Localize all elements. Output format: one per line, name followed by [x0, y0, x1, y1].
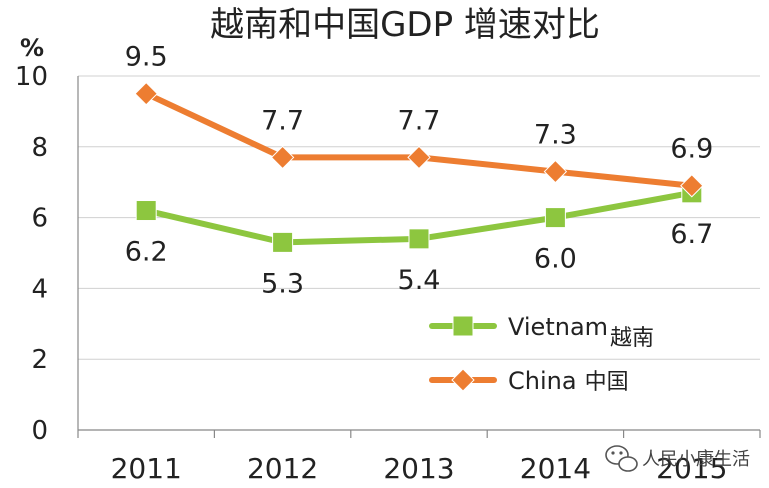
data-point-vietnam: [135, 200, 157, 222]
data-point-china: [680, 174, 704, 198]
y-tick-label: 0: [31, 416, 48, 446]
y-axis-unit: %: [20, 34, 44, 62]
data-label-vietnam: 5.3: [261, 268, 304, 299]
legend: Vietnam越南 China 中国: [429, 313, 654, 395]
chart-title: 越南和中国GDP 增速对比: [210, 5, 600, 45]
x-tick-label: 2013: [383, 452, 454, 485]
x-tick-label: 2012: [247, 452, 318, 485]
data-label-china: 9.5: [125, 42, 168, 73]
wechat-icon: [605, 445, 638, 472]
data-point-vietnam: [408, 228, 430, 250]
legend-swatch-marker: [452, 315, 474, 337]
data-label-china: 7.7: [398, 105, 441, 136]
y-tick-label: 6: [31, 204, 48, 234]
x-axis-ticks: 2011 2012 2013 2014 2015: [77, 430, 761, 485]
y-tick-label: 2: [31, 345, 48, 375]
legend-label-vietnam: Vietnam越南: [508, 313, 654, 351]
x-tick-label: 2015: [656, 452, 727, 485]
data-label-china: 7.7: [261, 105, 304, 136]
data-label-vietnam: 6.2: [125, 237, 168, 268]
data-labels: 6.2 5.3 5.4 6.0 6.7 9.5 7.7 7.7 7.3 6.9: [125, 42, 714, 300]
data-label-china: 6.9: [670, 134, 713, 165]
y-tick-label: 8: [31, 133, 48, 163]
data-point-china: [134, 81, 158, 106]
x-tick-label: 2014: [520, 452, 591, 485]
data-label-china: 7.3: [534, 120, 577, 151]
data-label-vietnam: 6.0: [534, 244, 577, 275]
y-tick-label: 4: [31, 274, 48, 304]
data-point-china: [407, 145, 431, 170]
legend-label-china: China 中国: [508, 367, 629, 395]
data-point-vietnam: [544, 207, 566, 229]
y-axis-ticks: 0 2 4 6 8 10: [15, 62, 48, 446]
data-point-china: [543, 159, 568, 184]
legend-swatch-marker: [451, 368, 475, 392]
y-tick-label: 10: [15, 62, 48, 92]
watermark-text: 人民小康生活: [642, 449, 750, 470]
data-label-vietnam: 5.4: [398, 265, 441, 296]
data-point-vietnam: [272, 231, 294, 253]
data-point-china: [270, 145, 295, 170]
x-tick-label: 2011: [111, 452, 182, 485]
data-label-vietnam: 6.7: [670, 219, 713, 250]
series-layer: [134, 81, 704, 253]
watermark: 人民小康生活: [605, 445, 750, 472]
